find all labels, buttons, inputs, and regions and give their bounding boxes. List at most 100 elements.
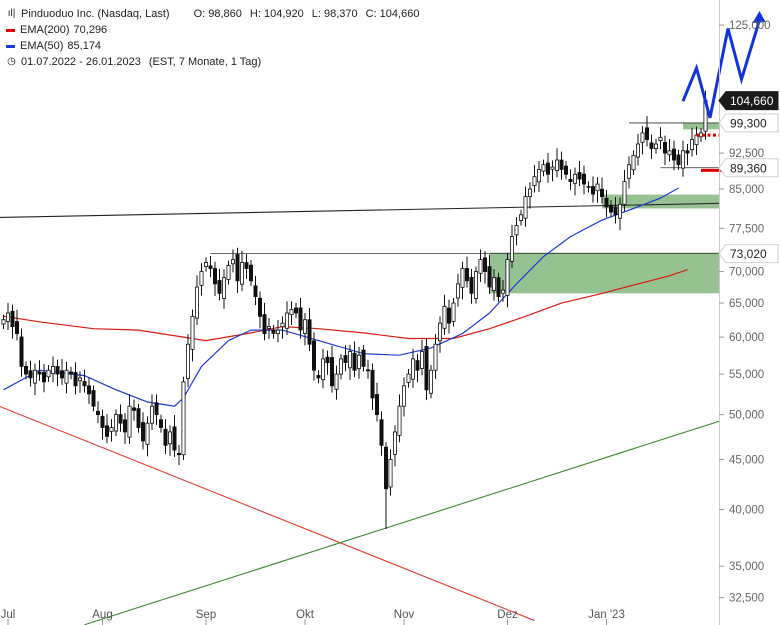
candle-body — [105, 425, 110, 437]
candle-body — [190, 315, 195, 350]
candle-body — [676, 154, 681, 166]
candle-body — [667, 150, 672, 156]
y-tick-label: 45,000 — [729, 454, 764, 466]
candle-body — [419, 351, 424, 369]
support-zone — [489, 252, 719, 294]
candle-body — [509, 236, 514, 262]
candle-body — [537, 169, 542, 183]
ema50-swatch — [6, 44, 15, 48]
candle-body — [365, 369, 370, 372]
candle-body — [64, 369, 69, 384]
candle-body — [410, 358, 415, 380]
candle-body — [374, 394, 379, 415]
candle-body — [613, 206, 618, 216]
support-zone — [683, 122, 719, 130]
candle-body — [19, 336, 24, 367]
candle-body — [212, 268, 217, 285]
candle-body — [271, 329, 276, 334]
candle-body — [302, 319, 307, 334]
candle-body — [550, 166, 555, 170]
candle-body — [109, 427, 114, 432]
y-tick-label: 85,000 — [729, 184, 764, 196]
x-tick-label: Sep — [196, 609, 216, 621]
candle-body — [239, 262, 244, 285]
candle-body — [230, 259, 235, 265]
candle-body — [60, 370, 65, 379]
candle-body — [23, 366, 28, 375]
candle-body — [235, 254, 240, 282]
candle-body — [460, 268, 465, 288]
candle-body — [442, 305, 447, 329]
candle-body — [320, 358, 325, 381]
candle-body — [51, 366, 56, 375]
candle-body — [496, 277, 501, 297]
candle-body — [586, 186, 591, 188]
candle-body — [257, 297, 262, 317]
candle-body — [253, 285, 258, 297]
candle-body — [595, 183, 600, 192]
candle-body — [28, 370, 33, 379]
y-tick-label: 60,000 — [729, 332, 764, 344]
candle-body — [555, 159, 560, 171]
candle-body — [289, 309, 294, 316]
candle-body — [406, 373, 411, 383]
candle-body — [325, 356, 330, 364]
candle-body — [433, 343, 438, 371]
date-range: 01.07.2022 - 26.01.2023 — [21, 56, 141, 68]
candle-body — [208, 265, 213, 269]
black-trendline — [0, 202, 719, 218]
price-label-box — [718, 244, 779, 264]
projection-arrowhead — [752, 11, 766, 24]
y-tick-label: 65,000 — [729, 298, 764, 310]
candle-body — [663, 142, 668, 154]
candle-body — [145, 422, 150, 445]
legend-range: ◷ 01.07.2022 - 26.01.2023 (EST, 7 Monate… — [6, 54, 427, 70]
candle-body — [428, 369, 433, 394]
candle-body — [672, 148, 677, 161]
candle-body — [55, 366, 60, 375]
price-label-box — [718, 113, 779, 133]
candle-body — [185, 343, 190, 379]
candle-body — [690, 139, 695, 151]
candle-body — [262, 314, 267, 334]
candle-body — [334, 373, 339, 390]
candle-body — [582, 173, 587, 185]
candle-body — [618, 203, 623, 219]
x-tick-label: Nov — [394, 609, 415, 621]
candle-body — [370, 369, 375, 399]
candle-body — [469, 276, 474, 294]
candle-body — [154, 402, 159, 415]
legend-ema200: EMA(200) 70,296 — [6, 22, 427, 38]
y-tick-label: 77,500 — [729, 223, 764, 235]
price-label: 73,020 — [730, 247, 767, 261]
candle-body — [158, 419, 163, 428]
candle-body — [654, 143, 659, 149]
candle-body — [437, 322, 442, 342]
candle-body — [329, 357, 334, 387]
open-value: O: 98,860 — [193, 8, 242, 20]
candle-body — [568, 179, 573, 182]
candle-body — [248, 264, 253, 282]
candle-body — [577, 172, 582, 180]
candle-body — [636, 143, 641, 158]
y-tick-label: 35,000 — [729, 561, 764, 573]
candle-body — [266, 326, 271, 329]
candle-body — [564, 165, 569, 175]
range-info: (EST, 7 Monate, 1 Tag) — [148, 56, 262, 68]
ema50-label: EMA(50) — [20, 40, 64, 52]
candle-body — [658, 136, 663, 141]
legend-title-row: ıl| Pinduoduo Inc. (Nasdaq, Last) O: 98,… — [6, 6, 427, 22]
bars-icon: ıl| — [7, 8, 16, 19]
candle-body — [415, 360, 420, 371]
x-tick-label: Jul — [1, 609, 16, 621]
x-tick-label: Jan '23 — [588, 609, 625, 621]
candle-body — [573, 173, 578, 184]
candle-body — [82, 380, 87, 387]
candle-body — [127, 405, 132, 438]
close-value: C: 104,660 — [365, 8, 420, 20]
ema200-label: EMA(200) — [20, 24, 70, 36]
candle-body — [199, 271, 204, 286]
candle-body — [532, 176, 537, 187]
candle-body — [14, 321, 19, 334]
candle-body — [347, 351, 352, 369]
